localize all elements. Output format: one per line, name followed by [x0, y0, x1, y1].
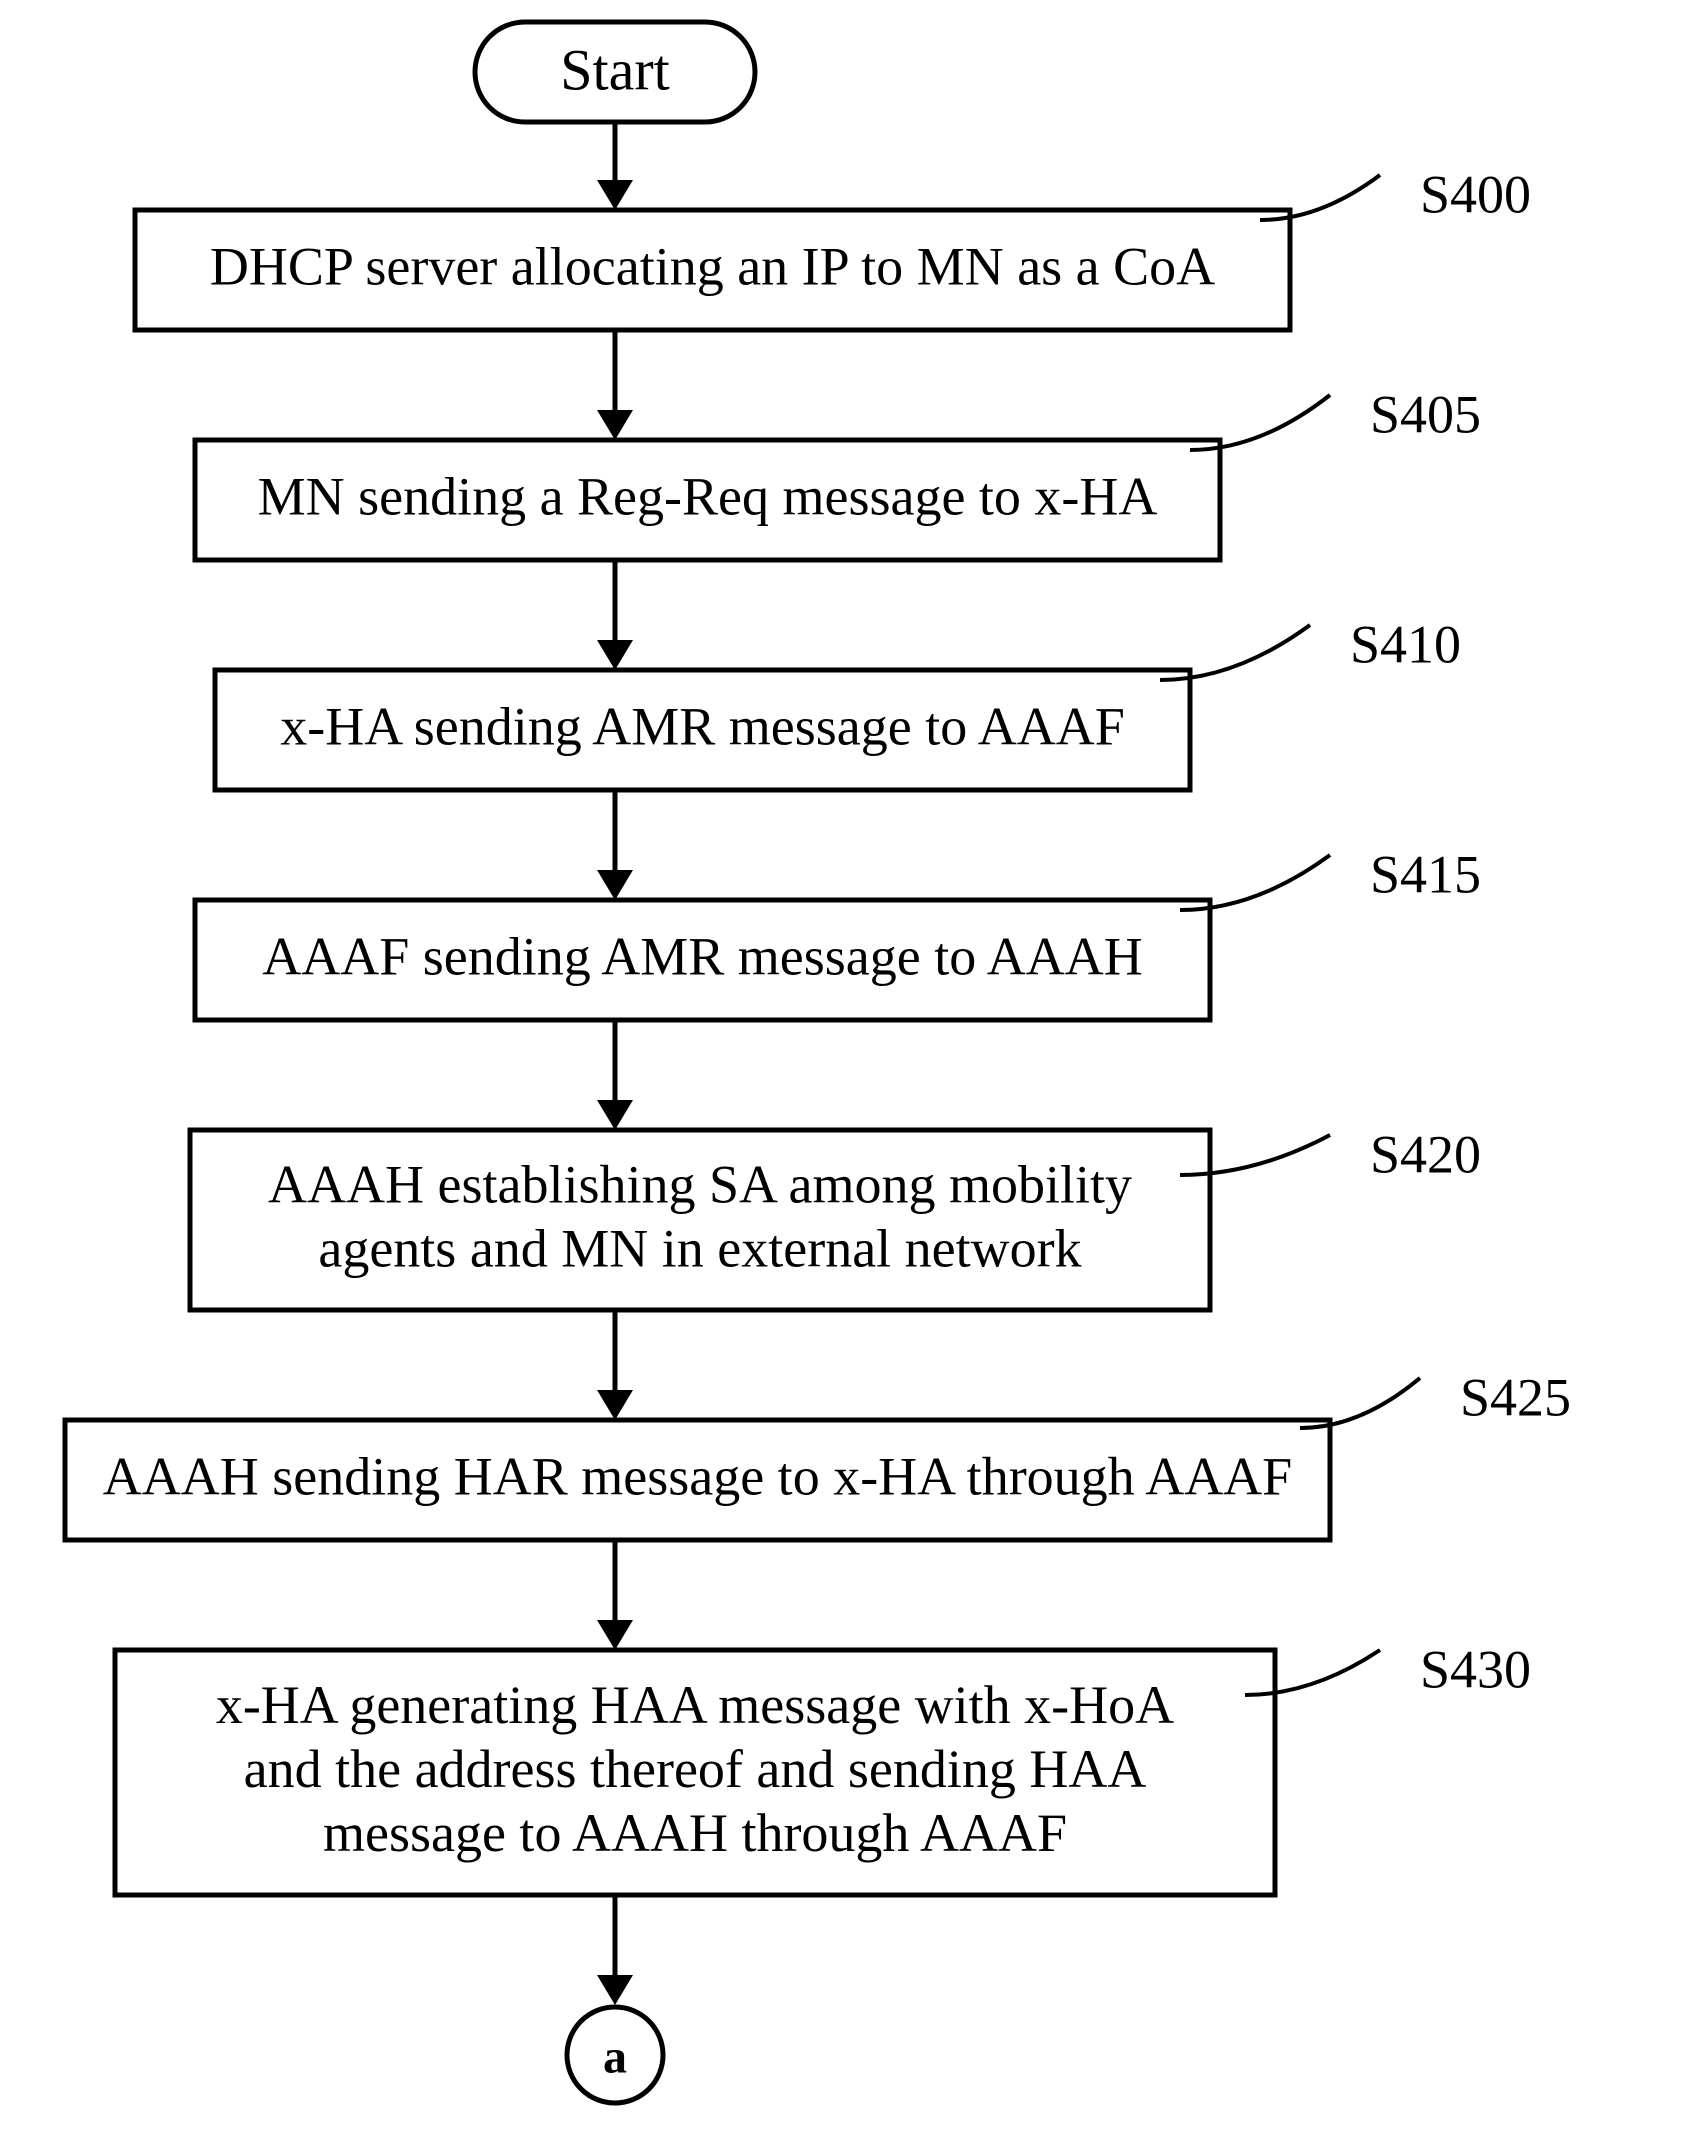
flow-arrow-head [597, 1390, 633, 1420]
process-text-s420: agents and MN in external network [318, 1218, 1081, 1278]
label-leader-s430 [1245, 1650, 1380, 1695]
process-text-s425: AAAH sending HAR message to x-HA through… [103, 1446, 1292, 1506]
flow-arrow-head [597, 410, 633, 440]
process-text-s410: x-HA sending AMR message to AAAF [280, 696, 1125, 756]
step-label-s400: S400 [1420, 164, 1531, 224]
step-label-s415: S415 [1370, 844, 1481, 904]
process-text-s405: MN sending a Reg-Req message to x-HA [258, 466, 1158, 526]
flow-arrow-head [597, 1975, 633, 2005]
step-label-s405: S405 [1370, 384, 1481, 444]
label-leader-s400 [1260, 175, 1380, 220]
flow-arrow-head [597, 1100, 633, 1130]
step-label-s430: S430 [1420, 1639, 1531, 1699]
flow-arrow-head [597, 180, 633, 210]
process-text-s430: message to AAAH through AAAF [323, 1803, 1067, 1863]
flow-arrow-head [597, 640, 633, 670]
process-text-s415: AAAF sending AMR message to AAAH [262, 926, 1143, 986]
offpage-connector-label: a [603, 2031, 627, 2084]
step-label-s410: S410 [1350, 614, 1461, 674]
step-label-s420: S420 [1370, 1124, 1481, 1184]
process-text-s430: x-HA generating HAA message with x-HoA [216, 1675, 1174, 1735]
process-text-s420: AAAH establishing SA among mobility [268, 1154, 1132, 1214]
process-text-s400: DHCP server allocating an IP to MN as a … [210, 236, 1215, 296]
start-label: Start [560, 37, 670, 102]
label-leader-s420 [1180, 1135, 1330, 1175]
flowchart-svg: Start DHCP server allocating an IP to MN … [0, 0, 1690, 2137]
step-label-s425: S425 [1460, 1367, 1571, 1427]
flow-arrow-head [597, 1620, 633, 1650]
flow-arrow-head [597, 870, 633, 900]
process-text-s430: and the address thereof and sending HAA [244, 1739, 1147, 1799]
